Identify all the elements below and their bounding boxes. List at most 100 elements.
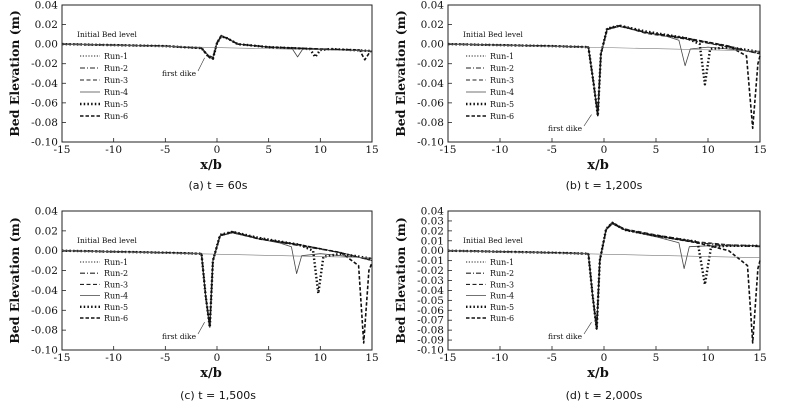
initial-bed-level-annotation: Initial Bed level (463, 30, 524, 39)
y-tick-label: 0.00 (421, 39, 444, 51)
y-tick-label: -0.04 (31, 78, 58, 90)
x-tick-label: 0 (601, 144, 608, 156)
y-tick-label: -0.02 (31, 58, 58, 70)
legend-label: Run-1 (104, 52, 128, 61)
y-tick-label: -0.06 (31, 97, 58, 109)
x-tick-label: -5 (160, 144, 170, 156)
y-tick-label: -0.02 (31, 265, 58, 277)
x-tick-label: 5 (653, 144, 660, 156)
legend-label: Run-5 (104, 100, 128, 109)
first-dike-annotation: first dike (162, 69, 197, 78)
x-axis-label: x/b (587, 366, 609, 381)
y-tick-label: 0.03 (421, 215, 444, 227)
plot-frame (447, 4, 761, 143)
y-axis-label: Bed Elevation (m) (7, 10, 22, 137)
y-tick-label: -0.06 (417, 97, 444, 109)
legend-label: Run-2 (104, 269, 128, 278)
legend-label: Run-6 (104, 314, 128, 323)
x-tick-label: -15 (54, 144, 71, 156)
legend-label: Run-2 (104, 64, 128, 73)
x-tick-label: 0 (214, 144, 221, 156)
series-line-run-5 (447, 24, 761, 117)
y-tick-label: -0.02 (417, 58, 444, 70)
y-tick-label: -0.07 (417, 315, 444, 327)
first-dike-annotation: first dike (548, 124, 583, 133)
y-tick-label: -0.08 (31, 325, 58, 337)
y-tick-label: -0.04 (417, 285, 444, 297)
first-dike-pointer (583, 114, 592, 127)
y-tick-label: -0.06 (31, 305, 58, 317)
x-tick-label: 5 (653, 352, 660, 364)
x-tick-label: 10 (701, 144, 714, 156)
y-axis-label: Bed Elevation (m) (7, 217, 22, 344)
y-tick-label: 0.04 (421, 0, 445, 12)
y-tick-label: 0.02 (421, 225, 444, 237)
y-tick-label: -0.09 (417, 335, 444, 347)
panel-caption: (c) t = 1,500s (180, 389, 256, 402)
x-tick-label: 5 (265, 352, 272, 364)
chart-panel-4: 0.040.030.020.010.00-0.01-0.02-0.03-0.04… (393, 206, 767, 403)
series-line-run-5 (61, 230, 373, 329)
x-tick-label: 15 (753, 352, 766, 364)
y-tick-label: -0.03 (417, 275, 444, 287)
x-tick-label: 10 (314, 352, 327, 364)
series-line-initial-bed-level (61, 250, 373, 258)
series-line-initial-bed-level (447, 43, 761, 52)
x-tick-label: -10 (492, 352, 509, 364)
series-line-initial-bed-level (61, 43, 373, 52)
legend-label: Run-5 (104, 303, 128, 312)
x-tick-label: -5 (547, 352, 557, 364)
legend-label: Run-4 (104, 292, 128, 301)
x-tick-label: -15 (54, 352, 71, 364)
legend-label: Run-1 (490, 52, 514, 61)
chart-panel-2: 0.04 0.02 0.00 -0.02 -0.04 -0.06 -0.08 -0.10-15… (393, 0, 767, 192)
y-tick-label: 0.00 (35, 39, 58, 51)
plot-frame (61, 4, 373, 143)
series-line-run-6 (61, 35, 373, 61)
y-tick-label: 0.04 (421, 206, 445, 218)
y-tick-label: -0.04 (31, 285, 58, 297)
first-dike-annotation: first dike (162, 332, 197, 341)
y-tick-label: 0.02 (421, 19, 444, 31)
x-tick-label: 15 (365, 144, 378, 156)
x-tick-label: 0 (601, 352, 608, 364)
initial-bed-level-annotation: Initial Bed level (77, 236, 138, 245)
x-tick-label: 10 (701, 352, 714, 364)
legend-label: Run-4 (490, 292, 514, 301)
y-tick-label: -0.02 (417, 265, 444, 277)
y-tick-label: -0.08 (417, 325, 444, 337)
y-tick-label: 0.04 (35, 206, 59, 218)
first-dike-pointer (583, 322, 592, 335)
legend-label: Run-3 (490, 76, 514, 85)
x-tick-label: 5 (265, 144, 272, 156)
x-tick-label: -10 (105, 352, 122, 364)
y-tick-label: 0.00 (421, 245, 444, 257)
legend-label: Run-4 (104, 88, 128, 97)
x-tick-label: -15 (440, 352, 457, 364)
x-tick-label: -15 (440, 144, 457, 156)
y-tick-label: -0.06 (417, 305, 444, 317)
panel-caption: (a) t = 60s (188, 179, 247, 192)
x-axis-label: x/b (200, 158, 222, 173)
legend-label: Run-5 (490, 100, 514, 109)
x-tick-label: 0 (214, 352, 221, 364)
y-tick-label: 0.02 (35, 19, 58, 31)
series-line-run-6 (447, 24, 761, 130)
legend-label: Run-3 (104, 76, 128, 85)
legend-label: Run-3 (490, 280, 514, 289)
legend-label: Run-5 (490, 303, 514, 312)
y-tick-label: 0.04 (35, 0, 59, 12)
first-dike-annotation: first dike (548, 332, 583, 341)
initial-bed-level-annotation: Initial Bed level (463, 236, 524, 245)
series-line-initial-bed-level (447, 250, 761, 258)
y-tick-label: -0.01 (417, 255, 444, 267)
legend-label: Run-3 (104, 280, 128, 289)
series-line-run-6 (447, 222, 761, 344)
chart-panel-1: 0.04 0.02 0.00 -0.02 -0.04 -0.06 -0.08 -0.10-15… (7, 0, 379, 192)
y-axis-label: Bed Elevation (m) (393, 217, 408, 344)
first-dike-pointer (197, 57, 205, 72)
y-tick-label: -0.10 (417, 137, 444, 149)
x-axis-label: x/b (587, 158, 609, 173)
x-tick-label: -5 (160, 352, 170, 364)
y-tick-label: -0.08 (31, 117, 58, 129)
